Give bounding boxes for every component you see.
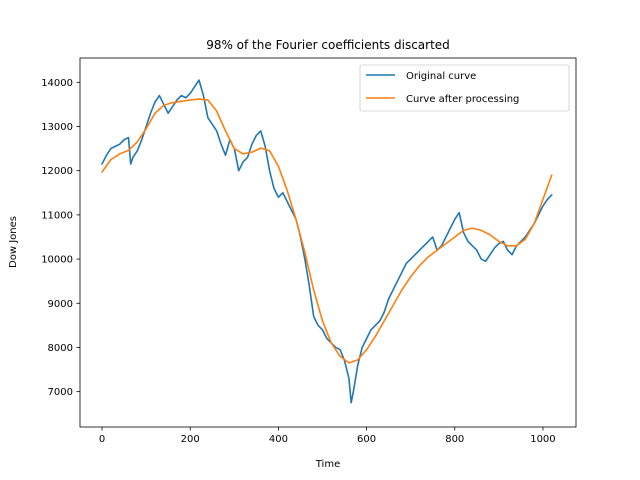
series-layer [101, 79, 553, 404]
x-tick-label-400: 400 [269, 434, 288, 445]
x-tick-label-0: 0 [99, 434, 105, 445]
y-tick-label-13000: 13000 [41, 122, 73, 133]
x-tick-label-800: 800 [445, 434, 464, 445]
y-tick-label-10000: 10000 [41, 255, 73, 266]
x-axis: 0 200 400 600 800 1000 [99, 427, 556, 445]
series-line-original-curve [101, 79, 553, 404]
axes-frame [79, 57, 577, 428]
x-tick-label-200: 200 [181, 434, 200, 445]
chart-title: 98% of the Fourier coefficients discarte… [206, 38, 450, 52]
y-axis: 7000 8000 9000 10000 11000 12000 13000 14000 [41, 78, 80, 398]
y-tick-label-11000: 11000 [41, 210, 73, 221]
y-tick-label-7000: 7000 [48, 387, 73, 398]
x-tick-label-1000: 1000 [530, 434, 555, 445]
y-tick-label-9000: 9000 [48, 299, 73, 310]
legend: Original curve Curve after processing [359, 64, 570, 112]
legend-label-curve-after-processing: Curve after processing [406, 94, 519, 105]
y-tick-label-12000: 12000 [41, 166, 73, 177]
x-axis-label: Time [315, 459, 340, 470]
x-tick-label-600: 600 [357, 434, 376, 445]
series-line-curve-after-processing [101, 98, 553, 364]
y-axis-label: Dow Jones [8, 216, 19, 268]
plot-area [79, 57, 577, 428]
legend-box [359, 64, 570, 112]
legend-label-original-curve: Original curve [406, 71, 476, 82]
y-tick-label-14000: 14000 [41, 78, 73, 89]
y-tick-label-8000: 8000 [48, 343, 73, 354]
